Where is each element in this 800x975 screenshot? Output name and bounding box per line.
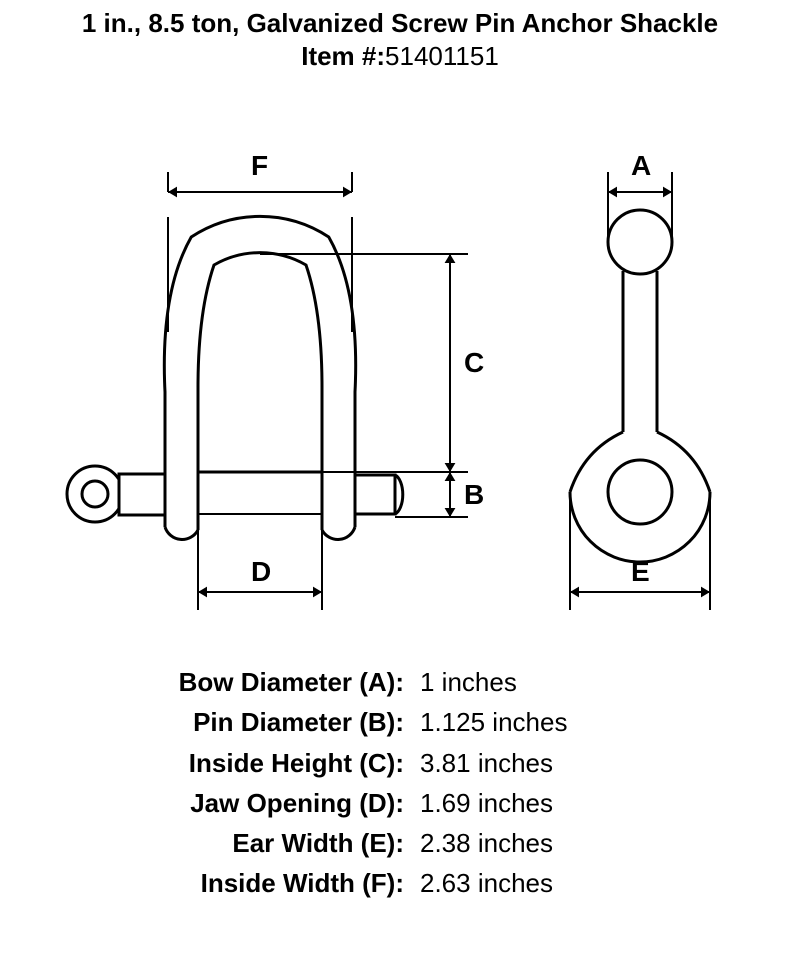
header: 1 in., 8.5 ton, Galvanized Screw Pin Anc… — [0, 0, 800, 72]
dimension-label-C: C — [464, 347, 484, 379]
dimension-label-B: B — [464, 479, 484, 511]
spec-row: Ear Width (E):2.38 inches — [120, 823, 680, 863]
product-title: 1 in., 8.5 ton, Galvanized Screw Pin Anc… — [0, 8, 800, 39]
spec-row: Inside Width (F):2.63 inches — [120, 863, 680, 903]
spec-value: 1.125 inches — [420, 702, 567, 742]
spec-label: Bow Diameter (A): — [120, 662, 420, 702]
spec-value: 3.81 inches — [420, 743, 553, 783]
dimension-label-A: A — [631, 150, 651, 182]
technical-diagram: F A C B D E — [0, 72, 800, 632]
spec-value: 1 inches — [420, 662, 517, 702]
dimension-label-E: E — [631, 556, 650, 588]
spec-label: Inside Height (C): — [120, 743, 420, 783]
item-number-value: 51401151 — [385, 41, 499, 71]
spec-label: Jaw Opening (D): — [120, 783, 420, 823]
specifications-table: Bow Diameter (A):1 inchesPin Diameter (B… — [120, 662, 680, 904]
diagram-svg — [0, 72, 800, 632]
spec-row: Jaw Opening (D):1.69 inches — [120, 783, 680, 823]
dimension-label-F: F — [251, 150, 268, 182]
spec-value: 2.63 inches — [420, 863, 553, 903]
dimension-label-D: D — [251, 556, 271, 588]
spec-label: Inside Width (F): — [120, 863, 420, 903]
item-number-label: Item #: — [301, 41, 385, 71]
spec-row: Pin Diameter (B):1.125 inches — [120, 702, 680, 742]
spec-row: Inside Height (C):3.81 inches — [120, 743, 680, 783]
spec-label: Pin Diameter (B): — [120, 702, 420, 742]
spec-value: 2.38 inches — [420, 823, 553, 863]
spec-label: Ear Width (E): — [120, 823, 420, 863]
spec-row: Bow Diameter (A):1 inches — [120, 662, 680, 702]
spec-value: 1.69 inches — [420, 783, 553, 823]
item-number: Item #:51401151 — [0, 41, 800, 72]
